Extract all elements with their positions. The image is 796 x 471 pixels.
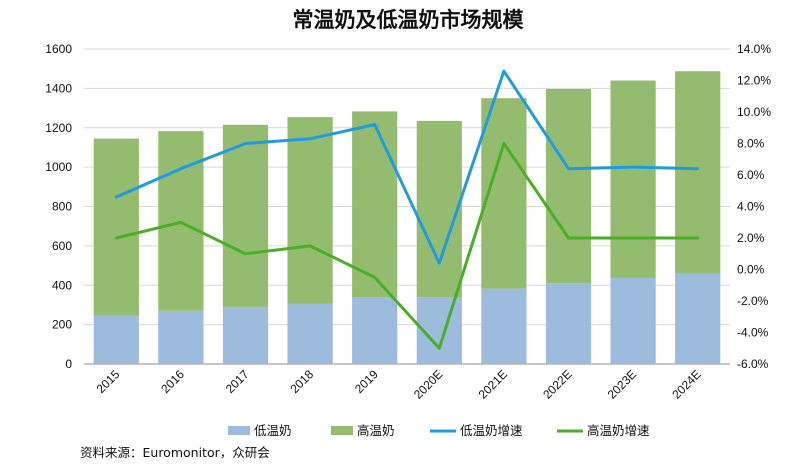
x-tick-label: 2018 xyxy=(287,367,316,396)
bars xyxy=(93,71,721,364)
bar-low-temp-2021E xyxy=(481,288,527,364)
line-high-temp-growth xyxy=(114,142,700,350)
legend-high-temp-growth: 高温奶增速 xyxy=(557,423,650,438)
y-left-tick-label: 1000 xyxy=(45,160,72,174)
legend: 低温奶 高温奶 低温奶增速 高温奶增速 xyxy=(228,423,650,438)
y-left-tick-label: 600 xyxy=(52,239,72,253)
y-left-tick-label: 1400 xyxy=(45,81,72,95)
y-right-tick-label: -6.0% xyxy=(737,357,769,371)
bar-high-temp-2017 xyxy=(222,124,269,307)
source-note: 资料来源：Euromonitor，众研会 xyxy=(80,445,270,460)
bar-low-temp-2016 xyxy=(158,310,204,364)
legend-high-temp: 高温奶 xyxy=(331,423,395,438)
chart-title: 常温奶及低温奶市场规模 xyxy=(293,8,525,32)
y-right-tick-label: 0.0% xyxy=(737,263,765,277)
bar-low-temp-2018 xyxy=(287,303,333,364)
bar-high-temp-2022E xyxy=(545,88,592,284)
x-tick-label: 2017 xyxy=(223,367,252,396)
x-tick-label: 2023E xyxy=(605,367,639,401)
y-right-tick-label: -4.0% xyxy=(737,326,769,340)
bar-low-temp-2024E xyxy=(675,273,721,364)
bar-low-temp-2017 xyxy=(222,306,269,364)
y-right-tick-label: 2.0% xyxy=(737,231,765,245)
bar-high-temp-2019 xyxy=(352,111,398,298)
y-left-tick-label: 400 xyxy=(52,278,72,292)
x-tick-label: 2024E xyxy=(669,367,703,401)
line-low-temp-growth xyxy=(114,69,700,265)
x-tick-label: 2020E xyxy=(411,367,445,401)
bar-low-temp-2019 xyxy=(352,297,398,364)
y-right-tick-label: 10.0% xyxy=(737,105,771,119)
axes: 0 200 400 600 800 1000 1200 1400 1600 -6.0% -4.0% -… xyxy=(45,42,771,402)
y-right-tick-label: 12.0% xyxy=(737,74,771,88)
bar-high-temp-2020E xyxy=(416,120,462,298)
x-tick-label: 2022E xyxy=(540,367,574,401)
bar-high-temp-2023E xyxy=(610,80,656,278)
y-left-tick-label: 1200 xyxy=(45,121,72,135)
y-left-tick-label: 0 xyxy=(65,357,72,371)
legend-label: 低温奶增速 xyxy=(460,423,523,438)
legend-swatch xyxy=(331,426,353,435)
bar-low-temp-2015 xyxy=(93,315,139,364)
x-tick-label: 2015 xyxy=(94,367,123,396)
x-tick-label: 2021E xyxy=(476,367,510,401)
legend-swatch xyxy=(228,426,250,435)
x-tick-label: 2019 xyxy=(352,367,381,396)
y-right-tick-label: 6.0% xyxy=(737,168,765,182)
y-right-tick-label: 14.0% xyxy=(737,42,771,56)
bar-low-temp-2023E xyxy=(610,277,656,364)
y-left-tick-label: 1600 xyxy=(45,42,72,56)
lines xyxy=(114,69,700,350)
y-left-tick-label: 800 xyxy=(52,200,72,214)
y-right-tick-label: 4.0% xyxy=(737,200,765,214)
x-tick-label: 2016 xyxy=(158,367,187,396)
legend-label: 高温奶增速 xyxy=(587,423,650,438)
legend-label: 高温奶 xyxy=(357,423,395,438)
y-right-tick-label: 8.0% xyxy=(737,137,765,151)
bar-high-temp-2024E xyxy=(675,71,721,274)
bar-low-temp-2022E xyxy=(545,283,592,364)
legend-label: 低温奶 xyxy=(254,423,292,438)
legend-low-temp-growth: 低温奶增速 xyxy=(430,423,523,438)
y-right-tick-label: -2.0% xyxy=(737,294,769,308)
legend-low-temp: 低温奶 xyxy=(228,423,292,438)
bar-high-temp-2015 xyxy=(93,138,139,316)
bar-high-temp-2018 xyxy=(287,117,333,304)
y-left-tick-label: 200 xyxy=(52,318,72,332)
